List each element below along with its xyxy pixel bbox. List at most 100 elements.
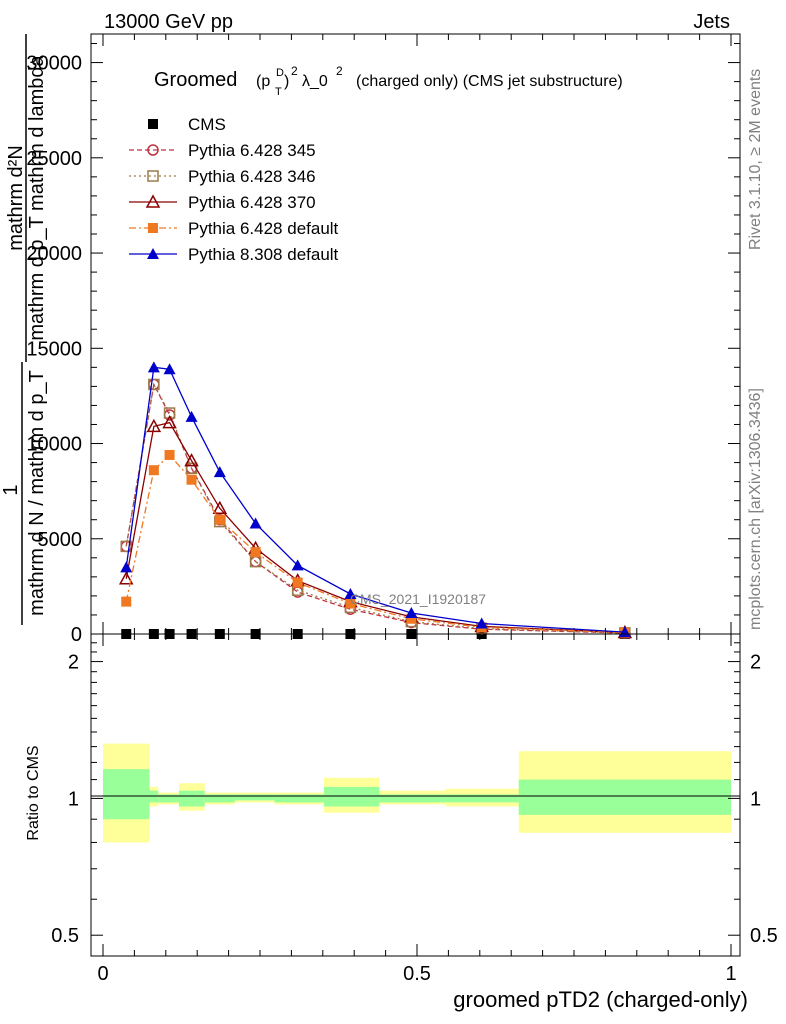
- data-point-pythia-6-428-default: [406, 613, 417, 624]
- main-axis-ticks: 0 5000 10000 15000 20000 25000 30000: [26, 34, 740, 646]
- ratio-band-green: [324, 786, 380, 807]
- legend: CMS Pythia 6.428 345 Pythia 6.428 346 Pythi…: [129, 115, 339, 264]
- ratio-band-green: [274, 794, 325, 803]
- category-label: Jets: [693, 11, 730, 33]
- title-close: ): [284, 73, 289, 90]
- legend-label: Pythia 6.428 default: [188, 219, 339, 238]
- data-point-pythia-6-428-default: [121, 596, 132, 607]
- ratio-band-green: [445, 794, 519, 803]
- y-axis-label-main: mathrm d²N mathrm d p_T mathrm d lambda …: [0, 34, 48, 625]
- y-tick-label: 10000: [26, 434, 82, 456]
- legend-marker: [148, 119, 158, 129]
- legend-label: Pythia 6.428 346: [188, 167, 316, 186]
- data-point-pythia-6-428-default: [164, 449, 175, 460]
- y-tick-label: 5000: [38, 529, 83, 551]
- data-point-pythia-8-308-default: [147, 361, 160, 373]
- x-tick-label: 1: [725, 963, 736, 985]
- x-tick-label: 0.5: [403, 963, 431, 985]
- legend-marker: [147, 248, 159, 259]
- legend-label: Pythia 8.308 default: [188, 245, 339, 264]
- ratio-tick-label-right: 0.5: [750, 925, 778, 947]
- data-point-pythia-8-308-default: [405, 607, 418, 619]
- ratio-axis-ticks: 0.5 0.5 1 1 2 2 0 0.5 1: [51, 634, 778, 985]
- ratio-band-green: [518, 779, 731, 815]
- title-sup-d: D: [276, 67, 284, 79]
- title-lambda: λ_0: [302, 73, 328, 90]
- ratio-tick-label-right: 2: [750, 652, 761, 674]
- data-point-pythia-6-428-346: [120, 540, 132, 553]
- ratio-tick-label-left: 2: [68, 652, 79, 674]
- data-point-pythia-6-428-default: [292, 577, 303, 588]
- series-pythia-8-308-default: [120, 361, 631, 638]
- legend-label: Pythia 6.428 370: [188, 193, 316, 212]
- data-point-pythia-8-308-default: [163, 363, 176, 375]
- ratio-band-green: [234, 794, 275, 801]
- data-point-pythia-6-428-default: [250, 547, 261, 558]
- data-point-pythia-8-308-default: [291, 559, 304, 571]
- legend-label: Pythia 6.428 345: [188, 141, 316, 160]
- ratio-band-green: [149, 790, 159, 803]
- ratio-bands: [103, 743, 731, 843]
- analysis-tag: CMS_2021_I1920187: [350, 591, 486, 607]
- data-point-pythia-6-428-default: [214, 514, 225, 525]
- legend-item-pythia-6-428-345: Pythia 6.428 345: [129, 141, 316, 160]
- legend-marker: [148, 223, 158, 233]
- legend-item-pythia-6-428-370: Pythia 6.428 370: [129, 193, 316, 212]
- legend-label: CMS: [188, 115, 226, 134]
- y-tick-label: 25000: [26, 148, 82, 170]
- y-tick-label: 0: [71, 624, 82, 646]
- energy-label: 13000 GeV pp: [104, 11, 233, 33]
- y-axis-label-ratio: Ratio to CMS: [25, 745, 42, 840]
- data-point-pythia-6-428-346: [148, 378, 160, 391]
- y-label-line-3: 1: [0, 484, 22, 495]
- data-point-pythia-6-428-default: [186, 474, 197, 485]
- data-point-pythia-6-428-default: [148, 465, 159, 476]
- data-point-pythia-6-428-default: [345, 598, 356, 609]
- title-sub-t: T: [275, 86, 282, 98]
- ratio-tick-label-right: 1: [750, 788, 761, 810]
- ratio-tick-label-left: 1: [68, 788, 79, 810]
- data-point-pythia-6-428-370: [212, 500, 228, 515]
- title-prefix: Groomed: [154, 69, 237, 91]
- data-point-pythia-8-308-default: [185, 410, 198, 422]
- y-tick-label: 20000: [26, 243, 82, 265]
- y-label-line-2: mathrm d p_T mathrm d lambda: [26, 54, 48, 340]
- data-point-pythia-8-308-default: [120, 561, 133, 573]
- data-point-pythia-6-428-370: [146, 418, 162, 433]
- x-tick-label: 0: [97, 963, 108, 985]
- mcplots-label: mcplots.cern.ch [arXiv:1306.3436]: [747, 388, 764, 630]
- legend-item-pythia-8-308-default: Pythia 8.308 default: [129, 245, 339, 264]
- data-point-pythia-6-428-370: [162, 415, 177, 429]
- y-label-line-4: mathrm d N / mathrm d p_T: [26, 370, 48, 616]
- legend-item-pythia-6-428-default: Pythia 6.428 default: [129, 219, 339, 238]
- ratio-band-green: [103, 769, 150, 820]
- ratio-band-green: [178, 790, 205, 807]
- data-point-pythia-6-428-370: [184, 453, 199, 467]
- data-point-pythia-6-428-370: [118, 571, 134, 585]
- data-point-pythia-8-308-default: [344, 588, 357, 599]
- legend-marker: [147, 170, 159, 182]
- ratio-panel: 0.5 0.5 1 1 2 2 0 0.5 1: [51, 633, 778, 985]
- main-series-layer: [118, 361, 633, 639]
- y-tick-label: 30000: [26, 53, 82, 75]
- ratio-band-green: [379, 794, 446, 803]
- ratio-frame: [90, 633, 741, 957]
- legend-marker: [147, 144, 159, 156]
- data-point-pythia-8-308-default: [213, 466, 226, 478]
- title-sq: 2: [291, 64, 298, 78]
- y-label-line-1: mathrm d²N: [5, 145, 27, 251]
- legend-marker: [145, 194, 161, 208]
- data-point-pythia-8-308-default: [249, 517, 262, 529]
- title-formula: (p: [256, 73, 270, 90]
- ratio-tick-label-left: 0.5: [51, 925, 79, 947]
- title-suffix: (charged only) (CMS jet substructure): [356, 73, 623, 90]
- ratio-band-green: [158, 794, 179, 803]
- main-panel: 0 5000 10000 15000 20000 25000 30000 CMS_2021_…: [26, 33, 741, 646]
- legend-item-cms: CMS: [148, 115, 226, 134]
- rivet-label: Rivet 3.1.10, ≥ 2M events: [747, 69, 764, 250]
- ratio-band-green: [204, 794, 235, 803]
- legend-item-pythia-6-428-346: Pythia 6.428 346: [129, 167, 316, 186]
- title-lambda-sq: 2: [336, 64, 343, 78]
- data-point-pythia-8-308-default: [475, 617, 488, 629]
